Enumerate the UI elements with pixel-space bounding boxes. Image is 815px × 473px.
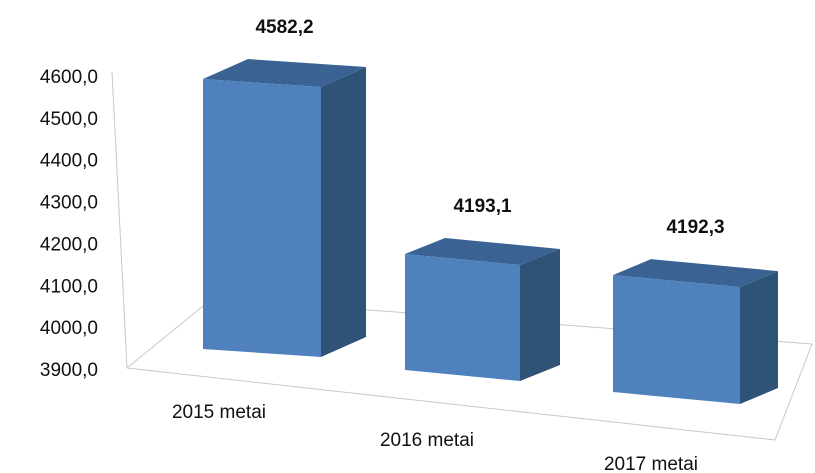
y-tick-label: 4200,0 — [40, 234, 98, 255]
category-labels: 2015 metai 2016 metai 2017 metai — [172, 402, 698, 473]
data-labels: 4582,2 4193,1 4192,3 — [255, 17, 724, 238]
bar-front-face — [405, 254, 520, 381]
bar-front-face — [613, 275, 740, 404]
x-category-label: 2017 metai — [604, 454, 698, 473]
bar-front-face — [203, 79, 321, 358]
data-label: 4192,3 — [666, 217, 724, 238]
y-tick-label: 4600,0 — [40, 67, 98, 88]
bar — [203, 59, 366, 358]
bars — [203, 59, 778, 404]
floor-left-edge — [126, 367, 776, 441]
x-category-label: 2016 metai — [380, 430, 474, 451]
y-tick-labels: 3900,0 4000,0 4100,0 4200,0 4300,0 4400,0 4500… — [40, 67, 98, 381]
bar-side-face — [321, 67, 366, 358]
data-label: 4193,1 — [453, 196, 512, 217]
bar-side-face — [740, 271, 778, 404]
bar — [613, 259, 778, 404]
y-tick-label: 4400,0 — [40, 151, 98, 172]
data-label: 4582,2 — [255, 17, 313, 38]
x-category-label: 2015 metai — [172, 402, 266, 423]
bar-side-face — [520, 249, 560, 381]
floor-back-line — [126, 297, 214, 369]
y-axis-line — [111, 71, 128, 369]
bar-top-face — [203, 59, 366, 88]
bar — [405, 238, 560, 381]
y-tick-label: 3900,0 — [40, 360, 98, 381]
y-tick-label: 4000,0 — [40, 318, 98, 339]
bar-top-face — [405, 238, 560, 266]
y-tick-label: 4300,0 — [40, 193, 98, 214]
y-tick-label: 4500,0 — [40, 109, 98, 130]
floor-right-edge — [774, 343, 813, 441]
y-tick-label: 4100,0 — [40, 276, 98, 297]
bar-top-face — [613, 259, 778, 288]
